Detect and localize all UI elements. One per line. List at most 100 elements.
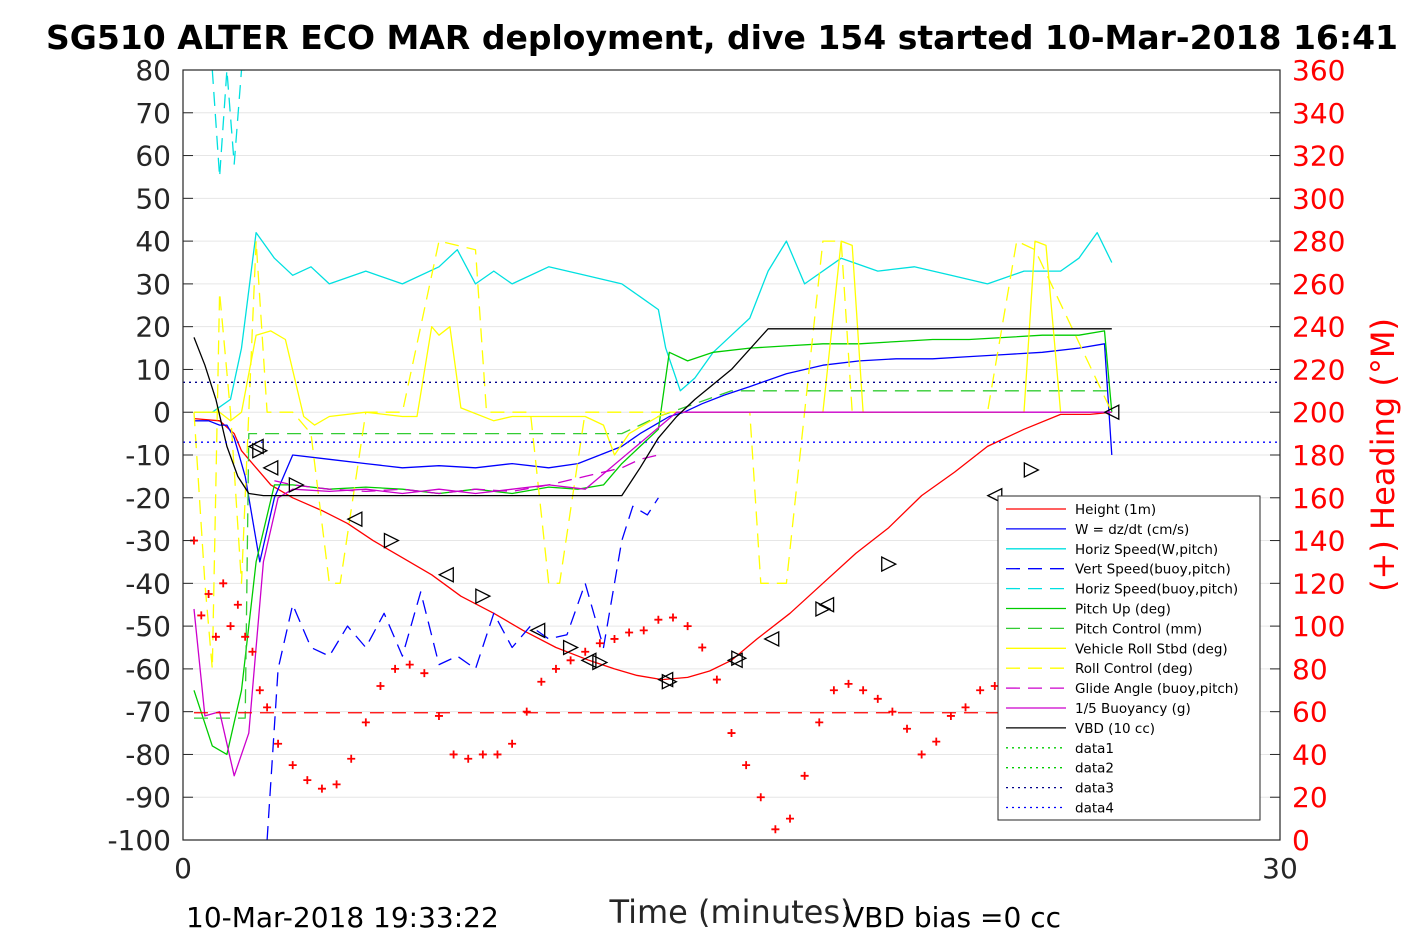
heading-marker [566,656,575,665]
heading-marker [274,739,283,748]
heading-marker [844,679,853,688]
y-tick-label: -20 [125,482,171,515]
y-tick-label: -60 [125,653,171,686]
heading-marker [712,675,721,684]
height-marker [262,459,279,476]
y-right-tick-label: 300 [1292,182,1345,215]
heading-marker [551,664,560,673]
series-line-5 [193,330,1113,756]
heading-marker [946,711,955,720]
legend-entry: Roll Control (deg) [1075,661,1193,677]
series-line-9 [274,454,659,495]
y-tick-label: 50 [135,182,171,215]
y-axis-right-label: (+) Heading (°M) [1364,318,1402,592]
y-right-tick-label: 80 [1292,653,1328,686]
legend-entry: data1 [1075,741,1114,757]
heading-marker [581,647,590,656]
heading-marker [449,750,458,759]
heading-marker [537,677,546,686]
heading-marker [376,682,385,690]
series-line-10 [193,411,1112,777]
legend-entry: data2 [1075,761,1114,777]
y-right-tick-label: 220 [1292,353,1345,386]
y-tick-label: 30 [135,268,171,301]
y-tick-label: -90 [125,781,171,814]
heading-marker [288,761,297,770]
legend-entry: Pitch Control (mm) [1075,621,1202,637]
heading-marker [204,590,213,599]
legend-entry: Vehicle Roll Stbd (deg) [1075,641,1228,657]
height-marker [288,476,305,493]
series-line-3 [266,497,659,840]
y-right-tick-label: 200 [1292,396,1345,429]
heading-marker [478,750,487,759]
y-tick-label: -80 [125,738,171,771]
y-tick-label: 80 [135,54,171,87]
heading-marker [248,647,257,656]
height-marker [383,532,400,549]
footer-timestamp: 10-Mar-2018 19:33:22 [186,901,499,934]
legend-entry: Horiz Speed(buoy,pitch) [1075,582,1238,598]
heading-marker [420,669,429,678]
y-axis-left: 80 70 60 50 40 30 20 10 0 -10 -20 -30 -40 -50 -60 -70 -8… [107,54,193,857]
heading-marker [233,600,242,609]
y-right-tick-label: 320 [1292,140,1345,173]
height-marker [815,600,832,618]
height-marker [252,442,269,459]
legend-entry: Pitch Up (deg) [1075,602,1171,618]
height-marker [661,673,678,690]
legend-box [997,495,1261,821]
heading-marker [639,626,648,635]
height-marker [475,588,492,605]
heading-marker [932,737,941,746]
y-right-tick-label: 40 [1292,738,1328,771]
heading-marker [317,784,326,793]
y-tick-label: 20 [135,311,171,344]
legend: Height (1m) W = dz/dt (cm/s) Horiz Speed(W… [997,495,1261,821]
x-axis: 0 30 [174,830,1298,885]
y-right-tick-label: 0 [1292,824,1310,857]
y-tick-label: -100 [107,824,171,857]
series-line-4 [211,70,246,178]
heading-marker [756,793,765,802]
legend-entry: W = dz/dt (cm/s) [1075,522,1189,538]
heading-marker [786,814,795,823]
heading-marker [727,729,736,738]
y-right-tick-label: 140 [1292,525,1345,558]
heading-marker [361,718,370,727]
series-line-2 [194,231,1113,413]
y-tick-label: 10 [135,353,171,386]
heading-marker [303,776,312,785]
legend-entry: data4 [1075,801,1114,817]
y-tick-label: 40 [135,225,171,258]
legend-entry: 1/5 Buoyancy (g) [1075,701,1191,717]
x-tick-label: 30 [1262,852,1298,885]
legend-entry: data3 [1075,781,1114,797]
heading-marker [332,780,341,789]
height-marker [1103,404,1120,421]
heading-marker [226,622,235,631]
heading-marker [873,694,882,703]
height-marker [818,596,835,613]
heading-marker [976,686,985,695]
y-right-tick-label: 20 [1292,781,1328,814]
heading-marker [263,703,272,712]
y-right-tick-label: 60 [1292,696,1328,729]
heading-marker [654,615,663,624]
legend-entry: Glide Angle (buoy,pitch) [1075,681,1239,697]
height-marker [346,511,363,528]
height-marker [247,438,264,455]
legend-entry: Height (1m) [1075,502,1156,518]
height-markers [247,404,1120,690]
y-right-tick-label: 120 [1292,567,1345,600]
height-marker [437,566,454,583]
heading-marker [815,718,824,727]
heading-marker [888,707,897,716]
series-line-8 [193,240,1113,670]
heading-marker [990,682,999,690]
height-marker [562,639,580,656]
heading-marker [211,632,220,641]
y-tick-label: 70 [135,97,171,130]
x-tick-label: 0 [174,852,192,885]
y-tick-label: -10 [125,439,171,472]
